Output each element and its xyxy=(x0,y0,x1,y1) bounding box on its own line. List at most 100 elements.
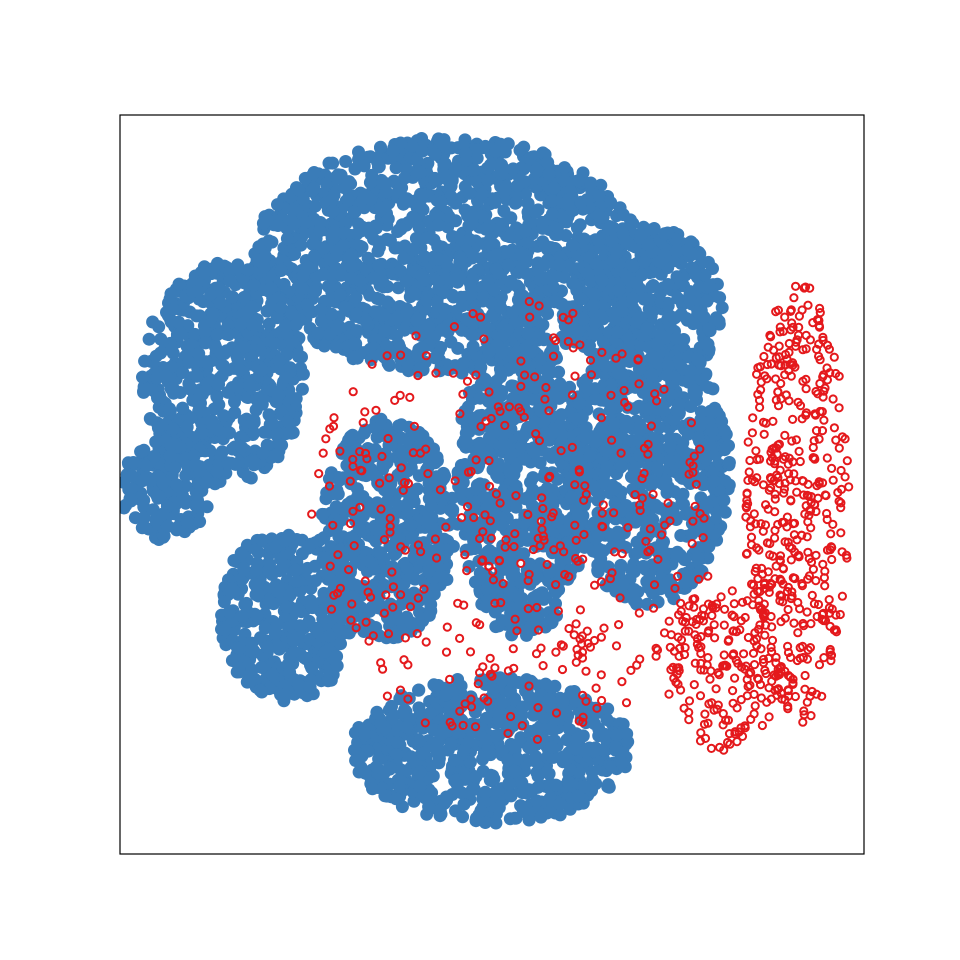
filled-point xyxy=(363,288,377,302)
filled-point xyxy=(437,138,451,152)
filled-point xyxy=(497,204,511,218)
filled-point xyxy=(272,354,286,368)
filled-point xyxy=(240,305,254,319)
filled-point xyxy=(305,661,319,675)
filled-point xyxy=(236,609,249,623)
filled-point xyxy=(428,147,442,161)
filled-point xyxy=(247,426,261,440)
filled-point xyxy=(179,469,193,483)
filled-point xyxy=(444,189,458,203)
filled-point xyxy=(536,235,550,249)
filled-point xyxy=(167,302,180,316)
filled-point xyxy=(279,371,293,385)
filled-point xyxy=(394,222,408,236)
filled-point xyxy=(228,406,242,420)
filled-point xyxy=(142,332,156,346)
filled-point xyxy=(249,563,263,577)
filled-point xyxy=(579,430,593,444)
filled-point xyxy=(460,435,474,449)
filled-point xyxy=(647,432,661,446)
filled-point xyxy=(405,139,419,153)
filled-point xyxy=(374,546,388,560)
filled-point xyxy=(466,340,480,353)
filled-point xyxy=(350,324,364,338)
filled-point xyxy=(305,599,319,613)
filled-point xyxy=(217,595,231,609)
filled-point xyxy=(529,611,543,625)
filled-point xyxy=(434,340,448,354)
filled-point xyxy=(222,328,236,342)
filled-point xyxy=(390,311,404,325)
filled-point xyxy=(409,231,423,245)
filled-point xyxy=(350,227,364,241)
filled-point xyxy=(367,232,381,246)
filled-point xyxy=(516,430,530,444)
filled-point xyxy=(526,471,540,485)
filled-point xyxy=(415,341,429,355)
filled-point xyxy=(506,277,520,291)
filled-point xyxy=(447,753,461,767)
filled-point xyxy=(478,139,492,153)
filled-point xyxy=(361,251,375,265)
filled-point xyxy=(400,562,414,576)
filled-point xyxy=(249,457,263,471)
filled-point xyxy=(397,252,411,265)
filled-point xyxy=(321,674,335,688)
filled-point xyxy=(483,237,497,251)
filled-point xyxy=(233,363,247,377)
filled-point xyxy=(561,198,575,212)
filled-point xyxy=(151,391,164,405)
filled-point xyxy=(342,433,356,447)
filled-point xyxy=(278,688,292,702)
filled-point xyxy=(191,285,205,298)
filled-point xyxy=(283,650,297,664)
filled-point xyxy=(542,615,556,629)
filled-point xyxy=(488,425,502,439)
filled-point xyxy=(316,268,330,281)
filled-point xyxy=(545,450,559,464)
filled-point xyxy=(270,618,284,632)
filled-point xyxy=(278,534,292,548)
filled-point xyxy=(609,584,623,598)
filled-point xyxy=(255,363,269,377)
filled-point xyxy=(454,290,468,304)
filled-point xyxy=(300,298,314,312)
filled-point xyxy=(501,137,515,151)
filled-point xyxy=(501,258,515,272)
filled-point xyxy=(553,258,567,271)
filled-point xyxy=(464,542,478,556)
filled-point xyxy=(412,221,426,234)
filled-point xyxy=(335,612,349,626)
filled-point xyxy=(195,426,209,440)
filled-point xyxy=(214,448,228,462)
filled-point xyxy=(264,281,278,295)
filled-point xyxy=(193,515,207,529)
filled-point xyxy=(519,224,532,238)
filled-point xyxy=(326,204,340,218)
filled-point xyxy=(482,345,496,358)
filled-point xyxy=(255,685,269,699)
filled-point xyxy=(279,319,292,333)
filled-point xyxy=(221,318,235,332)
filled-point xyxy=(484,158,497,172)
filled-point xyxy=(283,665,297,679)
filled-point xyxy=(381,212,395,226)
filled-point xyxy=(296,367,310,381)
filled-point xyxy=(180,420,194,434)
filled-point xyxy=(448,272,462,286)
filled-point xyxy=(422,608,436,622)
filled-point xyxy=(341,193,355,207)
filled-point xyxy=(362,554,376,568)
filled-point xyxy=(430,296,444,309)
filled-point xyxy=(462,313,476,327)
filled-point xyxy=(613,201,627,215)
filled-point xyxy=(537,333,551,347)
filled-point xyxy=(136,474,150,488)
filled-point xyxy=(459,147,473,160)
filled-point xyxy=(546,280,560,294)
filled-point xyxy=(293,619,307,633)
filled-point xyxy=(274,301,288,315)
filled-point xyxy=(371,601,385,615)
filled-point xyxy=(231,261,245,275)
filled-point xyxy=(317,339,331,353)
